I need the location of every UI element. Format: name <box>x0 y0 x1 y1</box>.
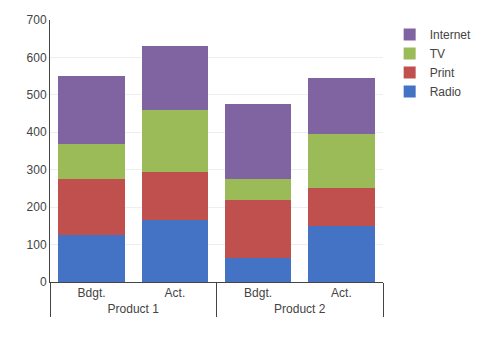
svg-text:Radio: Radio <box>430 85 462 99</box>
svg-text:600: 600 <box>27 51 47 65</box>
svg-text:0: 0 <box>40 275 47 289</box>
svg-text:Print: Print <box>430 66 455 80</box>
svg-text:Act.: Act. <box>165 286 186 300</box>
svg-text:300: 300 <box>27 163 47 177</box>
svg-text:Act.: Act. <box>331 286 352 300</box>
svg-text:TV: TV <box>430 47 445 61</box>
svg-text:400: 400 <box>27 125 47 139</box>
svg-text:200: 200 <box>27 200 47 214</box>
svg-text:Bdgt.: Bdgt. <box>78 286 106 300</box>
svg-text:Internet: Internet <box>430 28 471 42</box>
svg-text:100: 100 <box>27 238 47 252</box>
svg-text:500: 500 <box>27 88 47 102</box>
svg-text:700: 700 <box>27 13 47 27</box>
svg-text:Product 1: Product 1 <box>108 302 160 316</box>
svg-text:Product 2: Product 2 <box>274 302 326 316</box>
svg-text:Bdgt.: Bdgt. <box>244 286 272 300</box>
